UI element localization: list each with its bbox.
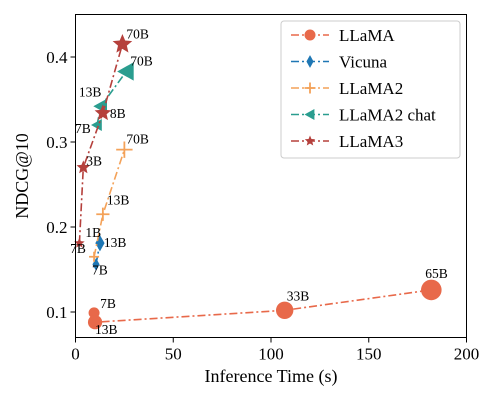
data-point	[76, 160, 91, 174]
point-label: 13B	[95, 322, 118, 337]
point-label: 7B	[70, 241, 86, 256]
series-llama3	[74, 33, 133, 248]
legend-label: LLaMA3	[339, 132, 403, 151]
y-tick-label: 0.1	[46, 303, 67, 322]
x-axis-label: Inference Time (s)	[205, 366, 338, 387]
point-label: 13B	[107, 192, 130, 207]
y-tick-label: 0.2	[46, 218, 67, 237]
legend-item: LLaMA2	[291, 79, 403, 98]
y-axis-label: NDCG@10	[12, 133, 32, 219]
legend-item: LLaMA3	[291, 132, 403, 151]
legend-marker	[304, 135, 316, 146]
legend-label: LLaMA2	[339, 79, 403, 98]
point-label: 8B	[110, 106, 126, 121]
x-tick-label: 200	[454, 345, 480, 364]
x-tick-label: 50	[165, 345, 182, 364]
point-label: 3B	[86, 154, 102, 169]
point-label: 13B	[79, 84, 102, 99]
point-label: 33B	[287, 288, 310, 303]
y-tick-label: 0.3	[46, 133, 67, 152]
point-label: 70B	[130, 53, 153, 68]
data-point	[87, 315, 103, 330]
point-label: 7B	[100, 296, 116, 311]
x-tick-label: 150	[356, 345, 382, 364]
legend-marker	[304, 29, 316, 41]
data-point	[112, 33, 133, 53]
data-point	[275, 301, 294, 319]
data-point	[89, 251, 100, 262]
legend-label: Vicuna	[339, 53, 388, 72]
point-label: 1B	[85, 225, 101, 240]
legend-label: LLaMA	[339, 26, 395, 45]
x-tick-label: 100	[258, 345, 284, 364]
data-point	[74, 237, 85, 248]
legend-marker	[304, 82, 316, 94]
legend-box	[280, 20, 461, 159]
y-tick-label: 0.4	[46, 48, 68, 67]
point-label: 65B	[425, 266, 448, 281]
series-line	[93, 289, 432, 324]
point-label: 70B	[126, 26, 149, 41]
point-label: 7B	[75, 121, 91, 136]
data-point	[94, 104, 112, 121]
legend-marker	[306, 55, 314, 68]
legend-item: LLaMA2 chat	[291, 106, 436, 125]
legend-marker	[304, 109, 315, 120]
data-point	[116, 141, 133, 158]
legend-item: LLaMA	[291, 26, 395, 45]
series-llama2	[89, 141, 133, 262]
series-line	[78, 44, 124, 244]
series-llama	[87, 279, 442, 330]
point-label: 13B	[104, 235, 127, 250]
x-tick-label: 0	[71, 345, 80, 364]
point-label: 70B	[126, 132, 149, 147]
data-point	[96, 207, 110, 221]
data-point	[117, 62, 134, 81]
data-point	[421, 279, 442, 301]
legend-item: Vicuna	[291, 53, 388, 72]
point-label: 7B	[92, 262, 108, 277]
legend-label: LLaMA2 chat	[339, 106, 436, 125]
